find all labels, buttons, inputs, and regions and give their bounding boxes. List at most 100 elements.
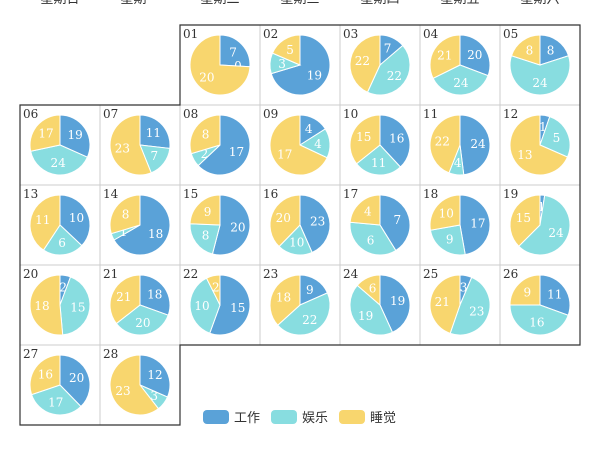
pie-slice-sleep[interactable]: [269, 274, 301, 326]
day-cell[interactable]: 18 17 9 10: [423, 187, 491, 256]
pie-slice-sleep[interactable]: [429, 274, 461, 334]
pie-slice-work[interactable]: [139, 274, 171, 316]
pie-slice-sleep[interactable]: [269, 194, 301, 248]
pie-slice-work[interactable]: [459, 34, 491, 77]
pie-slice-work[interactable]: [59, 354, 91, 408]
pie-slice-fun[interactable]: [432, 64, 489, 96]
day-cell[interactable]: 17 7 6 4: [343, 187, 411, 256]
day-cell[interactable]: 13 106 11: [23, 187, 91, 256]
day-cell[interactable]: 20 215 18: [23, 267, 91, 336]
day-cell[interactable]: 09 44 17: [263, 107, 331, 176]
pie-slice-sleep[interactable]: [205, 274, 221, 306]
pie-slice-sleep[interactable]: [269, 114, 328, 176]
pie-slice-work[interactable]: [539, 34, 570, 66]
pie-slice-fun[interactable]: [539, 115, 571, 158]
pie-label-work: 17: [470, 216, 485, 230]
pie-slice-work[interactable]: [197, 114, 251, 176]
pie-slice-fun[interactable]: [429, 224, 466, 256]
pie-slice-sleep[interactable]: [109, 274, 141, 325]
pie-slice-sleep[interactable]: [349, 114, 381, 165]
pie-slice-fun[interactable]: [59, 276, 91, 336]
pie-slice-work[interactable]: [139, 114, 171, 149]
pie-slice-fun[interactable]: [30, 384, 82, 416]
day-cell[interactable]: 08 17 2 8: [183, 107, 251, 176]
pie-slice-fun[interactable]: [509, 304, 569, 336]
day-cell[interactable]: 19 124 15: [503, 187, 571, 256]
pie-slice-sleep[interactable]: [509, 194, 541, 247]
pie-slice-sleep[interactable]: [189, 114, 221, 155]
pie-slice-fun[interactable]: [115, 304, 169, 336]
day-cell[interactable]: 11 24 4 22: [423, 107, 491, 176]
pie-slice-sleep[interactable]: [349, 34, 381, 93]
pie-slice-work[interactable]: [139, 354, 171, 398]
day-cell[interactable]: 28 12 3 23: [103, 347, 171, 416]
pie-slice-fun[interactable]: [449, 276, 491, 336]
pie-slice-sleep[interactable]: [349, 194, 381, 226]
pie-slice-sleep[interactable]: [29, 114, 61, 152]
pie-slice-sleep[interactable]: [510, 34, 541, 66]
pie-slice-sleep[interactable]: [29, 274, 64, 336]
pie-slice-sleep[interactable]: [109, 114, 152, 176]
pie-slice-sleep[interactable]: [29, 194, 61, 251]
pie-slice-work[interactable]: [209, 274, 251, 336]
day-cell[interactable]: 02 19 35: [263, 27, 331, 96]
day-cell[interactable]: 16 23 10 20: [263, 187, 331, 256]
pie-label-work: 7: [229, 46, 237, 60]
pie-slice-fun[interactable]: [277, 292, 331, 336]
pie-slice-fun[interactable]: [349, 221, 397, 256]
pie-slice-work[interactable]: [459, 194, 491, 256]
pie-slice-sleep[interactable]: [429, 114, 461, 174]
day-cell[interactable]: 15 20 8 9: [183, 187, 251, 256]
pie-slice-sleep[interactable]: [29, 354, 61, 396]
pie-label-fun: 6: [367, 233, 375, 247]
pie-slice-fun[interactable]: [189, 223, 221, 255]
day-cell[interactable]: 21 18 20 21: [103, 267, 171, 336]
pie-slice-fun[interactable]: [349, 284, 394, 336]
day-cell[interactable]: 23 9 22 18: [263, 267, 331, 336]
day-cell[interactable]: 03 7 22 22: [343, 27, 411, 96]
pie-slice-fun[interactable]: [366, 44, 411, 96]
day-cell[interactable]: 07 11 7 23: [103, 107, 171, 176]
legend-item-work[interactable]: 工作: [203, 410, 260, 426]
legend-item-fun[interactable]: 娱乐: [271, 410, 328, 426]
pie-slice-sleep[interactable]: [509, 114, 569, 176]
pie-slice-sleep[interactable]: [109, 354, 160, 416]
pie-slice-sleep[interactable]: [271, 34, 301, 66]
day-cell[interactable]: 12 15 13: [503, 107, 571, 176]
pie-slice-fun[interactable]: [189, 277, 221, 334]
pie-slice-work[interactable]: [379, 114, 411, 168]
pie-slice-sleep[interactable]: [189, 194, 221, 226]
pie-slice-work[interactable]: [299, 194, 331, 254]
pie-slice-fun[interactable]: [509, 55, 571, 96]
day-cell[interactable]: 22 15 102: [183, 267, 251, 336]
pie-slice-fun[interactable]: [30, 144, 89, 176]
pie-slice-sleep[interactable]: [189, 34, 251, 96]
pie-slice-sleep[interactable]: [509, 274, 541, 306]
pie-slice-fun[interactable]: [42, 224, 83, 256]
pie-slice-sleep[interactable]: [356, 274, 381, 307]
pie-slice-sleep[interactable]: [109, 194, 141, 235]
pie-slice-sleep[interactable]: [429, 194, 461, 231]
pie-slice-work[interactable]: [59, 194, 91, 247]
day-cell[interactable]: 25 323 21: [423, 267, 491, 336]
day-cell[interactable]: 27 20 17 16: [23, 347, 91, 416]
legend-item-sleep[interactable]: 睡觉: [339, 410, 396, 426]
pie-slice-fun[interactable]: [355, 144, 402, 176]
pie-slice-sleep[interactable]: [429, 34, 461, 79]
pie-slice-work[interactable]: [113, 194, 171, 256]
pie-slice-work[interactable]: [211, 194, 251, 256]
day-cell[interactable]: 017020: [183, 27, 251, 96]
pie-slice-work[interactable]: [539, 274, 571, 316]
pie-slice-work[interactable]: [459, 114, 491, 176]
day-cell[interactable]: 05 8 24 8: [503, 27, 571, 96]
pie-slice-work[interactable]: [219, 34, 251, 68]
pie-slice-work[interactable]: [379, 274, 411, 333]
day-cell[interactable]: 24 19 19 6: [343, 267, 411, 336]
pie-slice-fun[interactable]: [518, 194, 571, 256]
pie-slice-work[interactable]: [59, 114, 91, 158]
